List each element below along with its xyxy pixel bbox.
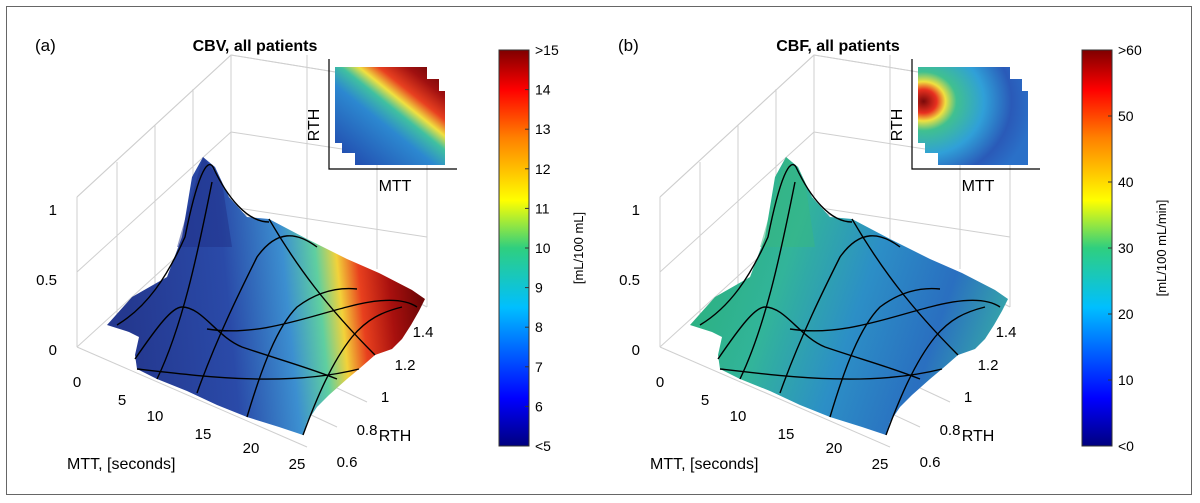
x-tick: 5 [701,392,709,409]
y-axis-label: RTH [379,428,412,445]
contour-line [739,181,796,380]
surface-peak [760,157,815,247]
inset-y-label: RTH [889,109,906,142]
contour-line [206,299,418,332]
colorbar-tick: 9 [535,280,543,296]
colorbar-tick: 6 [535,398,543,414]
contour-line [196,235,318,394]
colorbar-label: [mL/100 mL/min] [1154,200,1169,297]
x-tick: 10 [730,408,747,425]
colorbar-tick: 12 [535,161,551,177]
y-tick: 1.4 [413,324,434,341]
contour-line [302,306,403,436]
panel-a [76,49,530,448]
z-tick: 0 [49,342,57,359]
colorbar-tick: 8 [535,319,543,335]
y-tick: 1.4 [996,324,1017,341]
colorbar-tick: 11 [535,200,550,216]
x-tick: 25 [872,456,889,473]
x-tick: 25 [289,456,306,473]
y-tick: 0.6 [920,454,941,471]
z-tick: 0.5 [619,272,640,289]
panel-b [659,49,1113,448]
y-tick: 1 [964,389,972,406]
panel-title: CBF, all patients [776,38,900,55]
x-tick: 15 [195,426,212,443]
x-tick: 0 [73,374,81,391]
inset-x-label: MTT [962,178,995,195]
colorbar-tick: 10 [535,240,551,256]
colorbar-tick: 20 [1118,306,1134,322]
x-tick: 5 [118,392,126,409]
y-tick: 0.8 [357,422,378,439]
inset-map [911,59,1040,170]
inset-x-label: MTT [379,178,412,195]
contour-line [779,235,901,394]
colorbar-tick: 13 [535,121,551,137]
x-tick: 15 [778,426,795,443]
inset-axes [911,59,1040,170]
inset-axes [328,59,457,170]
y-tick: 1 [381,389,389,406]
contour-line [829,287,941,418]
colorbar-tick: >60 [1118,42,1142,58]
colorbar-label: [mL/100 mL] [571,212,586,284]
panel-label: (b) [618,36,639,55]
colorbar-tick: 30 [1118,240,1134,256]
x-axis-label: MTT, [seconds] [67,456,175,473]
y-tick: 0.6 [337,454,358,471]
colorbar-tick: 40 [1118,174,1134,190]
contour-line [885,306,986,436]
contour-line [134,306,338,380]
z-tick: 1 [49,202,57,219]
contour-line [136,368,360,380]
z-tick: 0.5 [36,272,57,289]
contour-line [719,368,943,380]
contour-line [156,181,213,380]
colorbar [498,49,530,447]
contour-line [246,287,358,418]
colorbar-tick: 7 [535,359,543,375]
panel-label: (a) [35,36,56,55]
contour-line [268,218,376,356]
inset-map [328,59,457,170]
colorbar-tick: 50 [1118,108,1134,124]
contour-line [851,218,959,356]
panel-title: CBV, all patients [193,38,318,55]
contour-lines [116,163,418,436]
inset-y-label: RTH [306,109,323,142]
x-tick: 20 [243,440,260,457]
contour-line [789,299,1001,332]
x-tick: 0 [656,374,664,391]
y-tick: 0.8 [940,422,961,439]
colorbar-tick: 10 [1118,372,1134,388]
surface-peak [177,157,232,247]
y-tick: 1.2 [395,357,416,374]
contour-line [717,306,921,380]
colorbar-tick: 14 [535,82,551,98]
contour-lines [699,163,1001,436]
x-axis-label: MTT, [seconds] [650,456,758,473]
y-tick: 1.2 [978,357,999,374]
colorbar-tick: >15 [535,42,559,58]
x-tick: 10 [147,408,164,425]
colorbar [1081,49,1113,447]
figure-frame: 1 0.5 0 0 5 10 15 20 25 0.6 0.8 1 1.2 1.4 MTT, [second… [6,6,1192,495]
contour-line [699,163,853,326]
z-tick: 0 [632,342,640,359]
colorbar-tick: <0 [1118,438,1134,454]
y-axis-label: RTH [962,428,995,445]
colorbar-tick: <5 [535,438,551,454]
z-tick: 1 [632,202,640,219]
x-tick: 20 [826,440,843,457]
contour-line [116,163,270,326]
inset-heatmap [335,67,445,165]
inset-heatmap [918,67,1028,165]
